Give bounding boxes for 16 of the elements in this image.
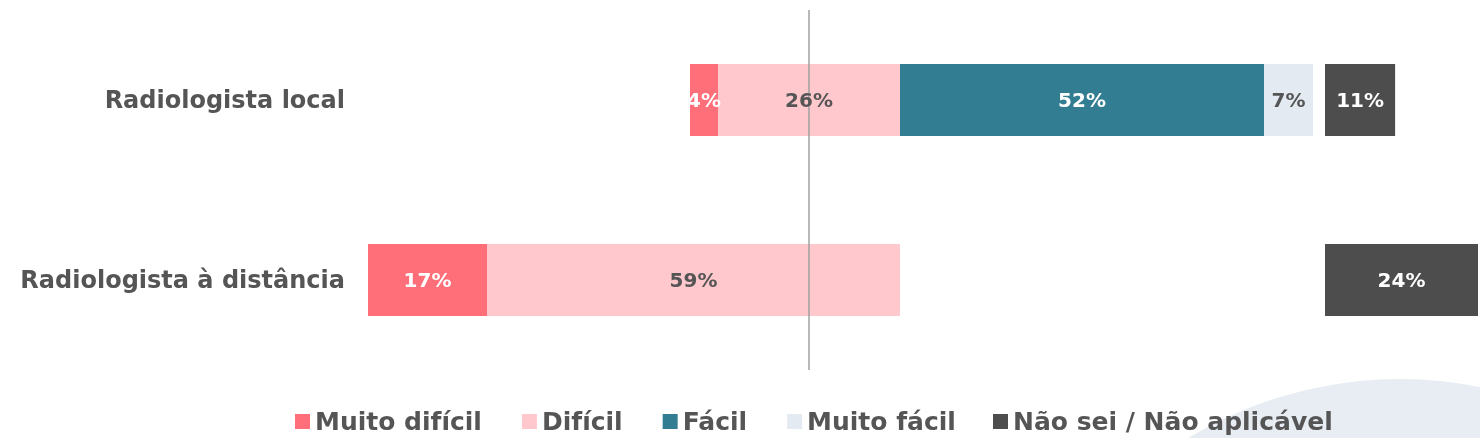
legend-label: Muito fácil (807, 407, 956, 436)
data-label: 24% (1377, 268, 1426, 292)
data-label: 11% (1336, 88, 1384, 112)
data-label: 7% (1271, 88, 1306, 112)
legend-label: Difícil (541, 407, 623, 436)
data-label: 26% (785, 88, 833, 112)
y-tick-label: Radiologista local (104, 86, 345, 114)
legend-label: Muito difícil (315, 407, 482, 436)
bar (900, 64, 1264, 136)
data-label: 17% (403, 268, 452, 292)
y-tick-label: Radiologista à distância (20, 266, 345, 294)
legend-label: Fácil (682, 407, 748, 436)
data-label: 52% (1058, 88, 1106, 112)
legend-label: Não sei / Não aplicável (1013, 407, 1333, 436)
bar (1264, 64, 1313, 136)
data-label: 59% (669, 268, 718, 292)
